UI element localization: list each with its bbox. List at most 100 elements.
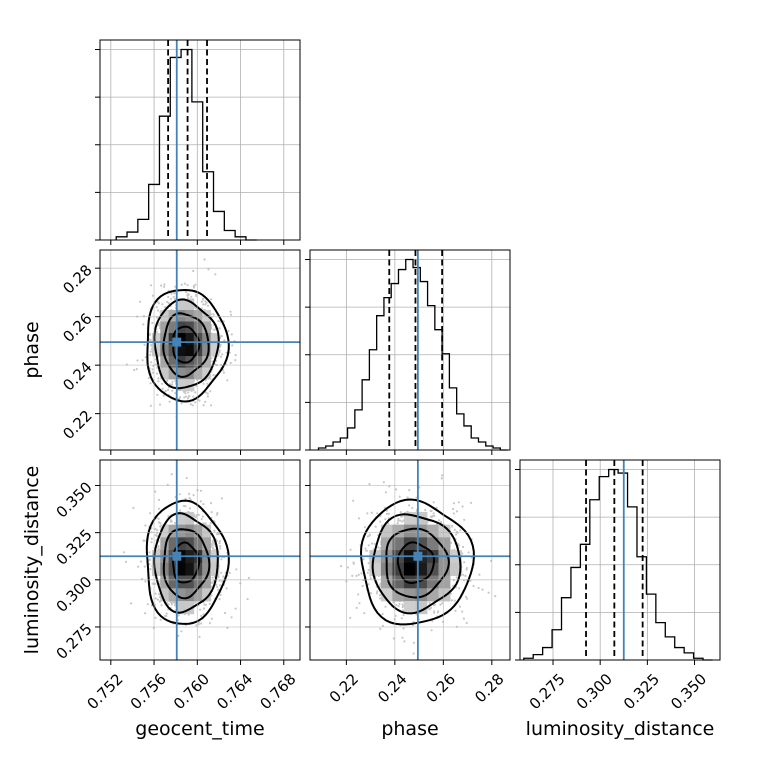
contour-line — [371, 513, 462, 615]
density-cell — [160, 537, 170, 551]
x-axis-label-phase: phase — [381, 718, 438, 740]
density-cell — [210, 344, 220, 357]
density-cell — [185, 344, 195, 357]
density-cell — [403, 524, 416, 538]
density-cell — [177, 310, 186, 322]
density-cell — [202, 344, 211, 357]
density-cell — [403, 562, 416, 576]
density-cell — [151, 333, 161, 345]
density-cell — [160, 344, 170, 357]
density-cell — [202, 588, 211, 602]
density-cell — [160, 588, 170, 602]
panel-frame — [99, 249, 301, 451]
contour-outer — [146, 288, 230, 403]
x-tick-label: 0.28 — [471, 670, 507, 706]
x-tick-label: 0.768 — [256, 670, 299, 713]
density-cell — [151, 562, 161, 576]
density-cell — [193, 537, 203, 551]
density-cell — [193, 367, 203, 380]
density-cell — [210, 562, 220, 576]
x-tick-label: 0.22 — [326, 670, 362, 706]
density-cell — [193, 575, 203, 589]
density-cell — [168, 321, 178, 334]
density-cell — [202, 321, 211, 334]
density-cell — [438, 575, 451, 589]
x-tick-label: 0.764 — [213, 670, 256, 713]
panel-content — [100, 460, 300, 660]
density-cell — [168, 537, 178, 551]
density-cell — [177, 511, 186, 526]
density-cell — [426, 588, 439, 602]
density-cell — [177, 379, 186, 392]
density-cell — [185, 298, 195, 311]
density-cell — [177, 524, 186, 538]
x-tick-label: 0.760 — [170, 670, 213, 713]
density-cell — [193, 588, 203, 602]
density-cell — [202, 356, 211, 368]
density-cell — [160, 321, 170, 334]
density-cell — [177, 298, 186, 311]
density-cell — [185, 379, 195, 392]
panel-frame — [309, 249, 511, 451]
density-cell — [438, 524, 451, 538]
density-cell — [202, 562, 211, 576]
density-cell — [177, 588, 186, 602]
density-cell — [403, 601, 416, 615]
density-cell — [202, 333, 211, 345]
contour-line — [385, 527, 450, 599]
density-cell — [369, 562, 382, 576]
density-cell — [193, 310, 203, 322]
density-cell — [438, 562, 451, 576]
y-tick-label: 0.24 — [59, 358, 95, 394]
contour-line — [162, 312, 210, 378]
density-cell — [168, 367, 178, 380]
density-cell — [202, 575, 211, 589]
x-axis-label-geocent_time: geocent_time — [135, 718, 264, 740]
y-tick-label: 0.22 — [59, 407, 95, 443]
y-tick-label: 0.26 — [59, 310, 95, 346]
density-cell — [160, 524, 170, 538]
y-tick-label: 0.28 — [59, 261, 95, 297]
density-cell — [450, 562, 462, 576]
density-cell — [438, 537, 451, 551]
density-cell — [177, 601, 186, 615]
density-cell — [392, 562, 405, 576]
panel-background — [100, 40, 300, 240]
density-cell — [193, 321, 203, 334]
x-axis-label-luminosity_distance: luminosity_distance — [526, 718, 715, 740]
panel-frame — [519, 459, 721, 661]
panel-background — [310, 250, 510, 450]
plot-layer: 0.752 0.756 0.760 0.764 0.768 geocent_time 0.2… — [21, 39, 721, 740]
density-cell — [380, 524, 393, 538]
panel-background — [520, 460, 720, 660]
x-tick-label: 0.275 — [526, 670, 569, 713]
density-cell — [185, 562, 195, 576]
x-tick-label: 0.325 — [620, 670, 663, 713]
density-cell — [160, 367, 170, 380]
density-cell — [392, 524, 405, 538]
density-cell — [193, 356, 203, 368]
density-cell — [415, 601, 428, 615]
density-cell — [415, 537, 428, 551]
density-cell — [438, 588, 451, 602]
y-axis-label-luminosity_distance: luminosity_distance — [21, 466, 43, 655]
x-tick-label: 0.300 — [573, 670, 616, 713]
panel-content — [100, 250, 300, 450]
contour-line — [396, 541, 435, 584]
density-cell — [177, 367, 186, 380]
density-cell — [202, 524, 211, 538]
density-cell — [160, 356, 170, 368]
density-cell — [415, 562, 428, 576]
density-cell — [177, 333, 186, 345]
density-cell — [392, 537, 405, 551]
histogram-geocent_time — [115, 48, 257, 241]
x-tick-label: 0.752 — [83, 670, 126, 713]
density-cell — [380, 588, 393, 602]
y-tick-label: 0.275 — [53, 620, 96, 663]
density-cell — [403, 588, 416, 602]
y-tick-label: 0.325 — [53, 526, 96, 569]
contour-outer — [359, 498, 475, 626]
contour-outer — [145, 499, 230, 625]
x-tick-label: 0.26 — [423, 670, 459, 706]
